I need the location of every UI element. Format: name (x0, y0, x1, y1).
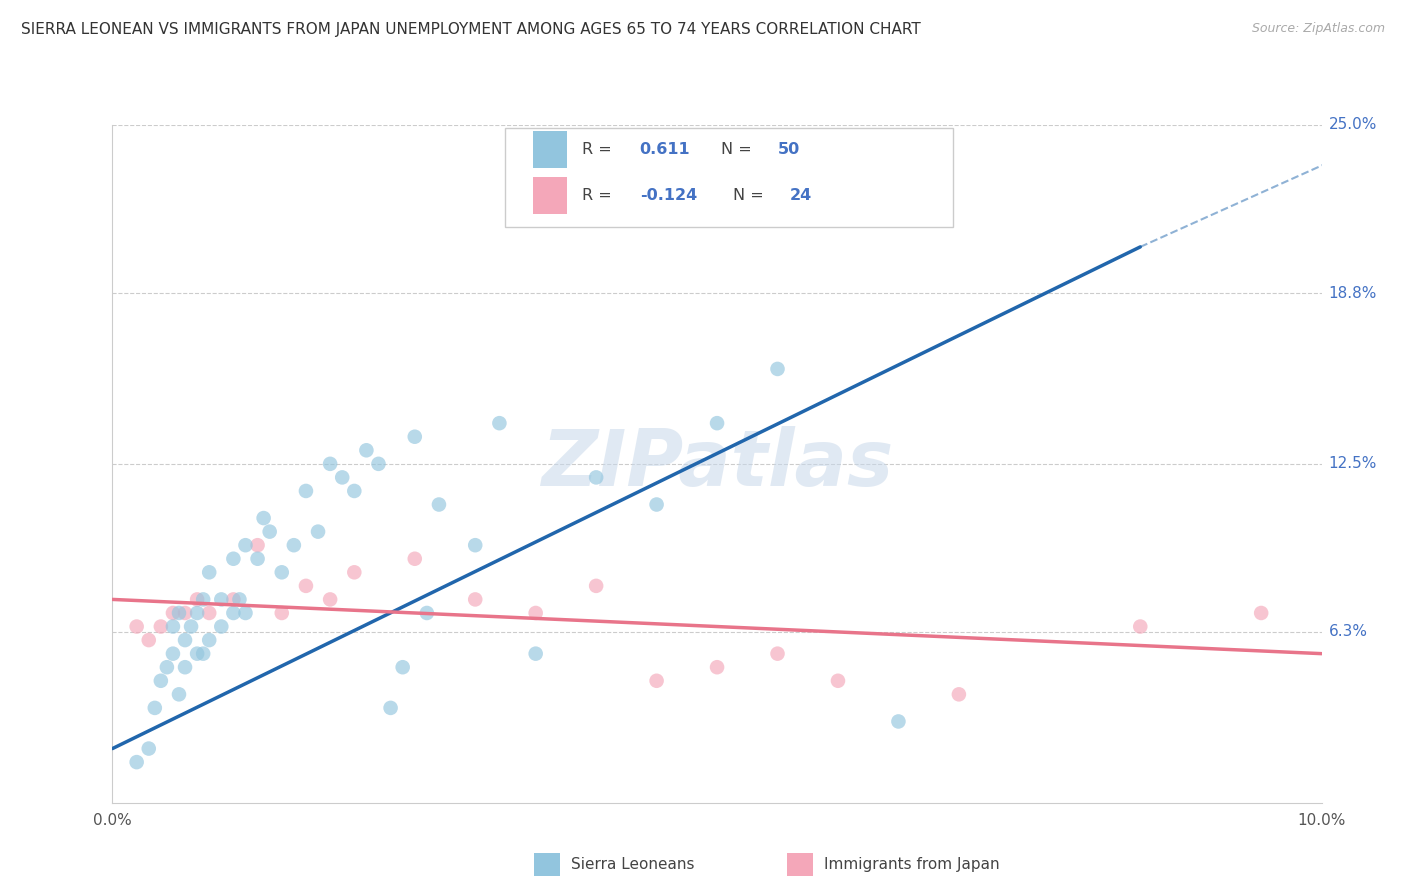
Point (246, 538, 269, 552)
Point (427, 498, 450, 512)
Point (259, 524, 281, 539)
Point (391, 660, 413, 674)
Point (330, 470, 353, 484)
Point (167, 606, 190, 620)
Point (180, 619, 202, 633)
Point (645, 673, 668, 688)
Text: Sierra Leoneans: Sierra Leoneans (571, 857, 695, 871)
Point (356, 443, 378, 458)
Point (198, 633, 221, 648)
Point (174, 606, 197, 620)
Text: Immigrants from Japan: Immigrants from Japan (824, 857, 1000, 871)
Point (156, 660, 179, 674)
Point (209, 592, 232, 607)
Point (149, 673, 172, 688)
Text: 6.3%: 6.3% (1329, 624, 1368, 640)
Point (1250, 606, 1272, 620)
Point (295, 483, 318, 498)
Point (827, 673, 849, 688)
Text: Source: ZipAtlas.com: Source: ZipAtlas.com (1251, 22, 1385, 36)
Text: 0.611: 0.611 (640, 142, 690, 157)
Point (488, 416, 510, 430)
Point (209, 619, 232, 633)
Point (645, 498, 668, 512)
Point (1129, 619, 1152, 633)
Point (235, 606, 257, 620)
Point (380, 701, 402, 715)
Point (186, 606, 208, 620)
FancyBboxPatch shape (506, 128, 953, 227)
Point (367, 457, 389, 471)
Point (295, 579, 318, 593)
Point (138, 633, 160, 648)
Text: 12.5%: 12.5% (1329, 457, 1376, 471)
Point (319, 457, 342, 471)
Point (162, 647, 184, 661)
Point (283, 538, 305, 552)
Point (524, 606, 547, 620)
Point (404, 430, 426, 444)
Point (191, 592, 215, 607)
Point (585, 470, 607, 484)
Point (186, 647, 208, 661)
Text: 50: 50 (778, 142, 800, 157)
Point (307, 524, 329, 539)
Point (319, 592, 342, 607)
Point (222, 592, 245, 607)
Text: N =: N = (733, 188, 769, 202)
Text: N =: N = (721, 142, 756, 157)
Point (416, 606, 439, 620)
Text: -0.124: -0.124 (640, 188, 697, 202)
Point (162, 606, 184, 620)
Point (149, 619, 172, 633)
Point (766, 362, 789, 376)
Point (162, 619, 184, 633)
Point (887, 714, 910, 729)
Point (222, 606, 245, 620)
Point (198, 606, 221, 620)
Point (524, 647, 547, 661)
Point (948, 687, 970, 701)
Point (143, 701, 166, 715)
Point (125, 619, 148, 633)
Point (198, 566, 221, 580)
Text: 18.8%: 18.8% (1329, 285, 1376, 301)
Point (167, 687, 190, 701)
Point (174, 633, 197, 648)
Point (343, 566, 366, 580)
FancyBboxPatch shape (533, 131, 567, 169)
Text: 25.0%: 25.0% (1329, 118, 1376, 132)
FancyBboxPatch shape (533, 177, 567, 214)
Point (138, 741, 160, 756)
Point (585, 579, 607, 593)
Point (270, 606, 292, 620)
Point (253, 511, 276, 525)
Text: 24: 24 (790, 188, 811, 202)
Point (343, 483, 366, 498)
Point (186, 592, 208, 607)
Point (191, 647, 215, 661)
Point (270, 566, 292, 580)
Point (174, 660, 197, 674)
Point (706, 660, 728, 674)
Text: R =: R = (582, 188, 616, 202)
Point (235, 538, 257, 552)
Point (766, 647, 789, 661)
Point (246, 551, 269, 566)
Point (404, 551, 426, 566)
Text: R =: R = (582, 142, 616, 157)
Text: SIERRA LEONEAN VS IMMIGRANTS FROM JAPAN UNEMPLOYMENT AMONG AGES 65 TO 74 YEARS C: SIERRA LEONEAN VS IMMIGRANTS FROM JAPAN … (21, 22, 921, 37)
Point (125, 755, 148, 769)
Point (222, 551, 245, 566)
Text: ZIPatlas: ZIPatlas (541, 425, 893, 502)
Point (706, 416, 728, 430)
Point (464, 538, 486, 552)
Point (228, 592, 250, 607)
Point (464, 592, 486, 607)
